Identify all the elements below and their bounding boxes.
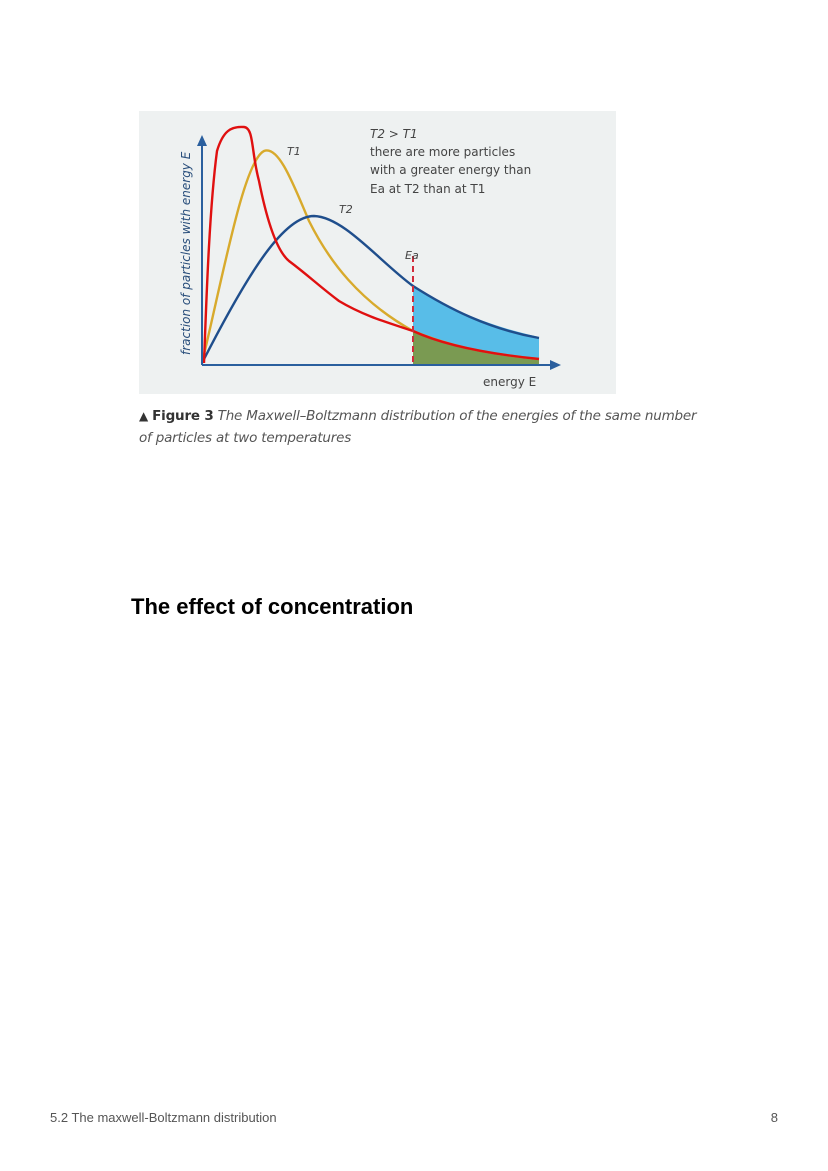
distribution-graph: fraction of particles with energy E ener… (139, 111, 616, 394)
t1-label: T1 (287, 145, 301, 158)
y-axis-label: fraction of particles with energy E (179, 151, 193, 355)
note-line-3: with a greater energy than (370, 163, 531, 177)
figure-label: Figure 3 (152, 408, 214, 424)
footer-title: 5.2 The maxwell-Boltzmann distribution (50, 1110, 277, 1125)
triangle-marker-icon: ▲ (139, 409, 149, 423)
figure-caption: ▲ Figure 3 The Maxwell–Boltzmann distrib… (139, 405, 739, 449)
t2-curve (200, 214, 540, 364)
maxwell-boltzmann-figure: fraction of particles with energy E ener… (139, 111, 616, 394)
ea-label: Ea (405, 249, 419, 262)
note-line-2: there are more particles (370, 145, 515, 159)
caption-text-line-2: of particles at two temperatures (139, 430, 352, 446)
t1-area-beyond-ea (413, 331, 539, 365)
note-line-4: Ea at T2 than at T1 (370, 182, 485, 196)
t2-label: T2 (339, 203, 353, 216)
caption-text-line-1: The Maxwell–Boltzmann distribution of th… (217, 408, 697, 424)
x-axis-arrow (550, 360, 561, 370)
x-axis-label: energy E (483, 375, 536, 389)
note-line-1: T2 > T1 (370, 127, 418, 141)
y-axis-arrow (197, 135, 207, 146)
section-heading: The effect of concentration (131, 594, 414, 619)
page-number: 8 (770, 1110, 778, 1125)
